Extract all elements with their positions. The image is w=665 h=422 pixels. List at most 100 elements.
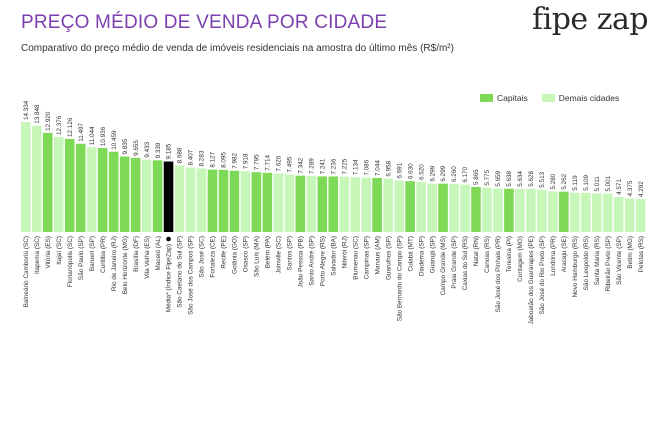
category-label: Betim (MG) [627, 236, 634, 269]
bar [361, 177, 371, 232]
category-label: Média* (Índice FipeZap) [164, 244, 173, 312]
category-label: Natal (RN) [473, 236, 480, 266]
bar [86, 147, 97, 232]
bar-value-label: 10.459 [111, 130, 118, 150]
bar-value-label: 6.630 [407, 163, 414, 179]
category-label: Manaus (AM) [374, 236, 381, 274]
bar-value-label: 11.497 [78, 122, 85, 141]
category-label: Niterói (RJ) [341, 236, 348, 268]
bar [284, 174, 295, 232]
bar [449, 183, 459, 232]
bar [130, 157, 141, 232]
bar-value-label: 9.185 [166, 143, 173, 159]
bar [108, 151, 119, 232]
category-label: Cuiabá (MT) [407, 236, 414, 272]
bar-value-label: 6.520 [418, 164, 425, 180]
bar [394, 180, 404, 232]
bar [427, 183, 437, 232]
category-label: São Caetano do Sul (SP) [177, 236, 184, 308]
bar-value-label: 12.126 [67, 117, 74, 137]
category-label: São Vicente (SP) [616, 236, 623, 285]
bar [624, 198, 635, 232]
bar-value-label: 5.513 [539, 171, 546, 187]
bar-value-label: 5.001 [605, 175, 612, 191]
bar-value-label: 9.433 [144, 141, 151, 157]
bar [97, 148, 108, 232]
bar [548, 191, 558, 232]
category-label: Recife (PE) [221, 236, 228, 269]
category-label: Diadema (SP) [418, 236, 425, 276]
bar [482, 187, 492, 232]
bar-value-label: 8.127 [210, 151, 217, 167]
bar [174, 165, 185, 232]
bar [306, 176, 317, 232]
bar-value-label: 4.571 [616, 179, 623, 195]
bar-value-label: 8.283 [199, 150, 206, 166]
category-label: Florianópolis (SC) [67, 236, 74, 287]
category-label: São José do Rio Preto (SP) [539, 236, 546, 315]
bar [526, 188, 536, 232]
category-label: Barueri (SP) [89, 236, 96, 271]
bar [580, 192, 591, 232]
bar [31, 125, 42, 232]
bar-value-label: 6.691 [396, 162, 403, 178]
legend-label-demais: Demais cidades [558, 93, 620, 103]
bar [372, 177, 382, 232]
bar [537, 189, 547, 232]
bar-value-label: 7.982 [232, 152, 239, 168]
legend-item-demais[interactable]: Demais cidades [541, 93, 620, 103]
bar [152, 160, 163, 232]
legend-label-capitais: Capitais [497, 93, 528, 103]
category-label: Jaboatão dos Guararapes (PE) [528, 236, 535, 324]
legend-swatch-demais [541, 94, 555, 102]
bar-value-label: 5.638 [506, 170, 513, 186]
category-label: Londrina (PR) [550, 236, 557, 276]
page-title: PREÇO MÉDIO DE VENDA POR CIDADE [21, 12, 388, 33]
category-label: Belo Horizonte (MG) [122, 236, 129, 294]
bar-value-label: 7.044 [374, 160, 381, 176]
legend-item-capitais[interactable]: Capitais [480, 93, 528, 103]
bar-value-label: 9.339 [155, 142, 162, 158]
bar-value-label: 5.865 [473, 169, 480, 185]
category-label: Santa Maria (RS) [594, 236, 601, 285]
category-label: Curitiba (PR) [100, 236, 107, 273]
bar-value-label: 7.795 [254, 154, 261, 170]
bar-value-label: 10.936 [100, 126, 107, 146]
bar-value-label: 12.376 [56, 115, 63, 135]
bar [515, 188, 525, 232]
category-label: Novo Hamburgo (RS) [572, 236, 579, 297]
bar-value-label: 7.225 [341, 158, 348, 174]
bar-value-label: 7.289 [308, 158, 315, 174]
bar [350, 177, 360, 232]
bar [591, 193, 602, 232]
bar-value-label: 7.134 [352, 159, 359, 175]
bar [64, 138, 75, 232]
category-label: Pelotas (RS) [638, 236, 645, 272]
category-label: Ribeirão Preto (SP) [605, 236, 612, 291]
category-label: São Paulo (SP) [78, 236, 85, 280]
category-label: Rio de Janeiro (RJ) [111, 236, 118, 291]
category-label: Caxias do Sul (RS) [462, 236, 469, 290]
category-label: Itajaí (SC) [56, 236, 63, 265]
bar [251, 172, 262, 232]
category-label: Balneário Camboriú (SC) [23, 236, 30, 307]
bar [119, 156, 130, 232]
bar-value-label: 8.407 [188, 149, 195, 165]
bar-value-label: 7.342 [298, 157, 305, 173]
bar [240, 171, 251, 232]
bar [493, 188, 503, 232]
bar-value-label: 9.835 [122, 138, 129, 154]
bar-value-label: 6.170 [462, 166, 469, 182]
bar-value-label: 7.495 [287, 156, 294, 172]
bar-value-label: 7.236 [330, 158, 337, 174]
bar [383, 178, 393, 232]
category-label: Porto Alegre (RS) [319, 236, 326, 286]
index-marker-icon [166, 236, 171, 242]
bar-value-label: 4.292 [638, 181, 645, 197]
category-label: Osasco (SP) [243, 236, 250, 272]
category-label: Goiânia (GO) [232, 236, 239, 274]
bar-value-label: 9.655 [133, 140, 140, 156]
bar-value-label: 5.262 [561, 173, 568, 189]
bar [21, 122, 31, 232]
category-label: Contagem (MG) [517, 236, 524, 282]
